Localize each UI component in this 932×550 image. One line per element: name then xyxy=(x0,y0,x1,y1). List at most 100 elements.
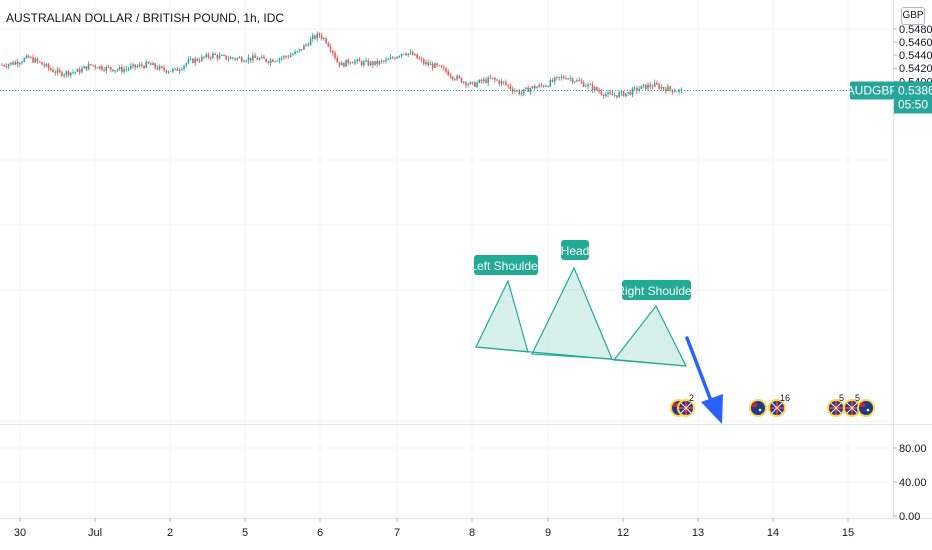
candle-197 xyxy=(438,64,441,67)
head-label[interactable]: Head xyxy=(561,240,590,260)
left-shoulder-label-box[interactable] xyxy=(474,255,538,275)
candle-241 xyxy=(536,86,538,89)
pattern-annotations[interactable]: Left Shoulder Head Right Shoulder xyxy=(470,240,696,300)
candle-body xyxy=(67,71,70,76)
right-shoulder-label-box[interactable] xyxy=(622,280,691,300)
candle-body xyxy=(21,61,23,63)
candle-15 xyxy=(34,57,37,64)
candle-264 xyxy=(587,82,589,90)
candle-body xyxy=(232,57,234,59)
candle-body xyxy=(398,56,401,57)
candle-61 xyxy=(136,64,139,69)
candle-body xyxy=(236,58,239,60)
symbol-tag-text: AUDGBP xyxy=(847,83,898,97)
candle-2 xyxy=(5,63,8,69)
candle-body xyxy=(545,86,547,87)
head-label-box[interactable] xyxy=(561,240,589,260)
candle-96 xyxy=(214,52,216,56)
event-badge-gb-3[interactable] xyxy=(827,399,845,417)
candle-154 xyxy=(343,62,345,68)
event-badge-gb-2[interactable] xyxy=(768,399,786,417)
candle-135 xyxy=(300,49,303,52)
candle-120 xyxy=(267,60,270,65)
candle-body xyxy=(5,66,8,67)
currency-selector[interactable]: GBP xyxy=(901,7,925,25)
head-label-text: Head xyxy=(561,244,590,258)
event-badge-au-2[interactable] xyxy=(749,399,767,417)
neckline[interactable] xyxy=(475,346,687,367)
forecast-arrow-shaft[interactable] xyxy=(685,336,715,408)
candle-body xyxy=(407,53,410,56)
candle-body xyxy=(121,66,123,72)
candle-45 xyxy=(101,64,103,71)
candle-body xyxy=(591,84,594,91)
candle-263 xyxy=(585,84,587,88)
candle-132 xyxy=(294,49,296,55)
head-shape[interactable] xyxy=(531,266,613,360)
candle-240 xyxy=(534,83,536,91)
candle-277 xyxy=(616,95,618,100)
right-shoulder-label[interactable]: Right Shoulder xyxy=(616,280,696,300)
event-badge-gb-4[interactable] xyxy=(843,399,861,417)
candle-body xyxy=(462,81,465,83)
candle-body xyxy=(278,58,281,61)
candle-269 xyxy=(598,87,600,94)
candle-body xyxy=(12,62,14,65)
event-badge-gb-1[interactable] xyxy=(677,399,695,417)
candle-216 xyxy=(480,78,483,84)
candle-121 xyxy=(269,57,272,67)
candle-body xyxy=(25,55,28,59)
candle-298 xyxy=(662,86,665,91)
candle-253 xyxy=(562,75,565,79)
head-and-shoulders-pattern[interactable] xyxy=(475,266,688,367)
candle-body xyxy=(653,82,656,87)
candle-186 xyxy=(414,52,416,56)
candle-249 xyxy=(553,76,556,85)
candle-body xyxy=(633,87,636,89)
candle-20 xyxy=(45,63,48,68)
candle-215 xyxy=(478,79,481,84)
candle-199 xyxy=(442,64,445,71)
candle-body xyxy=(27,55,30,58)
left-shoulder-shape[interactable] xyxy=(475,279,529,353)
candle-body xyxy=(680,89,683,91)
candle-265 xyxy=(589,83,592,86)
event-badges[interactable]: 2 16 5 5 xyxy=(670,393,875,417)
candle-18 xyxy=(41,61,43,65)
candle-194 xyxy=(431,61,434,72)
left-shoulder-label[interactable]: Left Shoulder xyxy=(470,255,542,275)
candle-234 xyxy=(520,90,523,97)
candle-body xyxy=(189,58,192,60)
candle-213 xyxy=(474,81,476,88)
candle-body xyxy=(371,61,374,66)
candle-279 xyxy=(620,90,623,96)
candle-body xyxy=(611,93,614,96)
candle-body xyxy=(456,75,458,80)
event-badge-au-4[interactable] xyxy=(857,399,875,417)
candle-body xyxy=(627,91,629,94)
candle-252 xyxy=(560,74,563,81)
candle-42 xyxy=(94,64,97,71)
forecast-arrow-head[interactable] xyxy=(701,394,723,424)
event-badge-gb-2-diag-b xyxy=(771,402,783,414)
candle-250 xyxy=(556,76,558,80)
time-axis[interactable]: 30 Jul 2 5 6 7 8 9 12 13 14 15 xyxy=(14,518,854,539)
price-tag-countdown: 05:50 xyxy=(898,97,928,111)
candle-129 xyxy=(287,54,290,59)
forecast-arrow[interactable] xyxy=(685,336,723,424)
right-shoulder-shape[interactable] xyxy=(612,304,688,367)
candle-body xyxy=(289,55,292,58)
candle-91 xyxy=(203,56,205,60)
indicator-axis[interactable]: 80.00 40.00 0.00 xyxy=(893,443,927,523)
candle-243 xyxy=(540,82,543,88)
candle-body xyxy=(194,58,196,64)
candle-19 xyxy=(43,62,45,69)
candle-38 xyxy=(85,66,88,72)
candle-body xyxy=(132,64,134,67)
candle-body xyxy=(498,80,501,84)
candle-247 xyxy=(549,78,552,88)
candle-body xyxy=(243,61,245,63)
candle-246 xyxy=(547,85,549,88)
candle-3 xyxy=(7,63,10,70)
